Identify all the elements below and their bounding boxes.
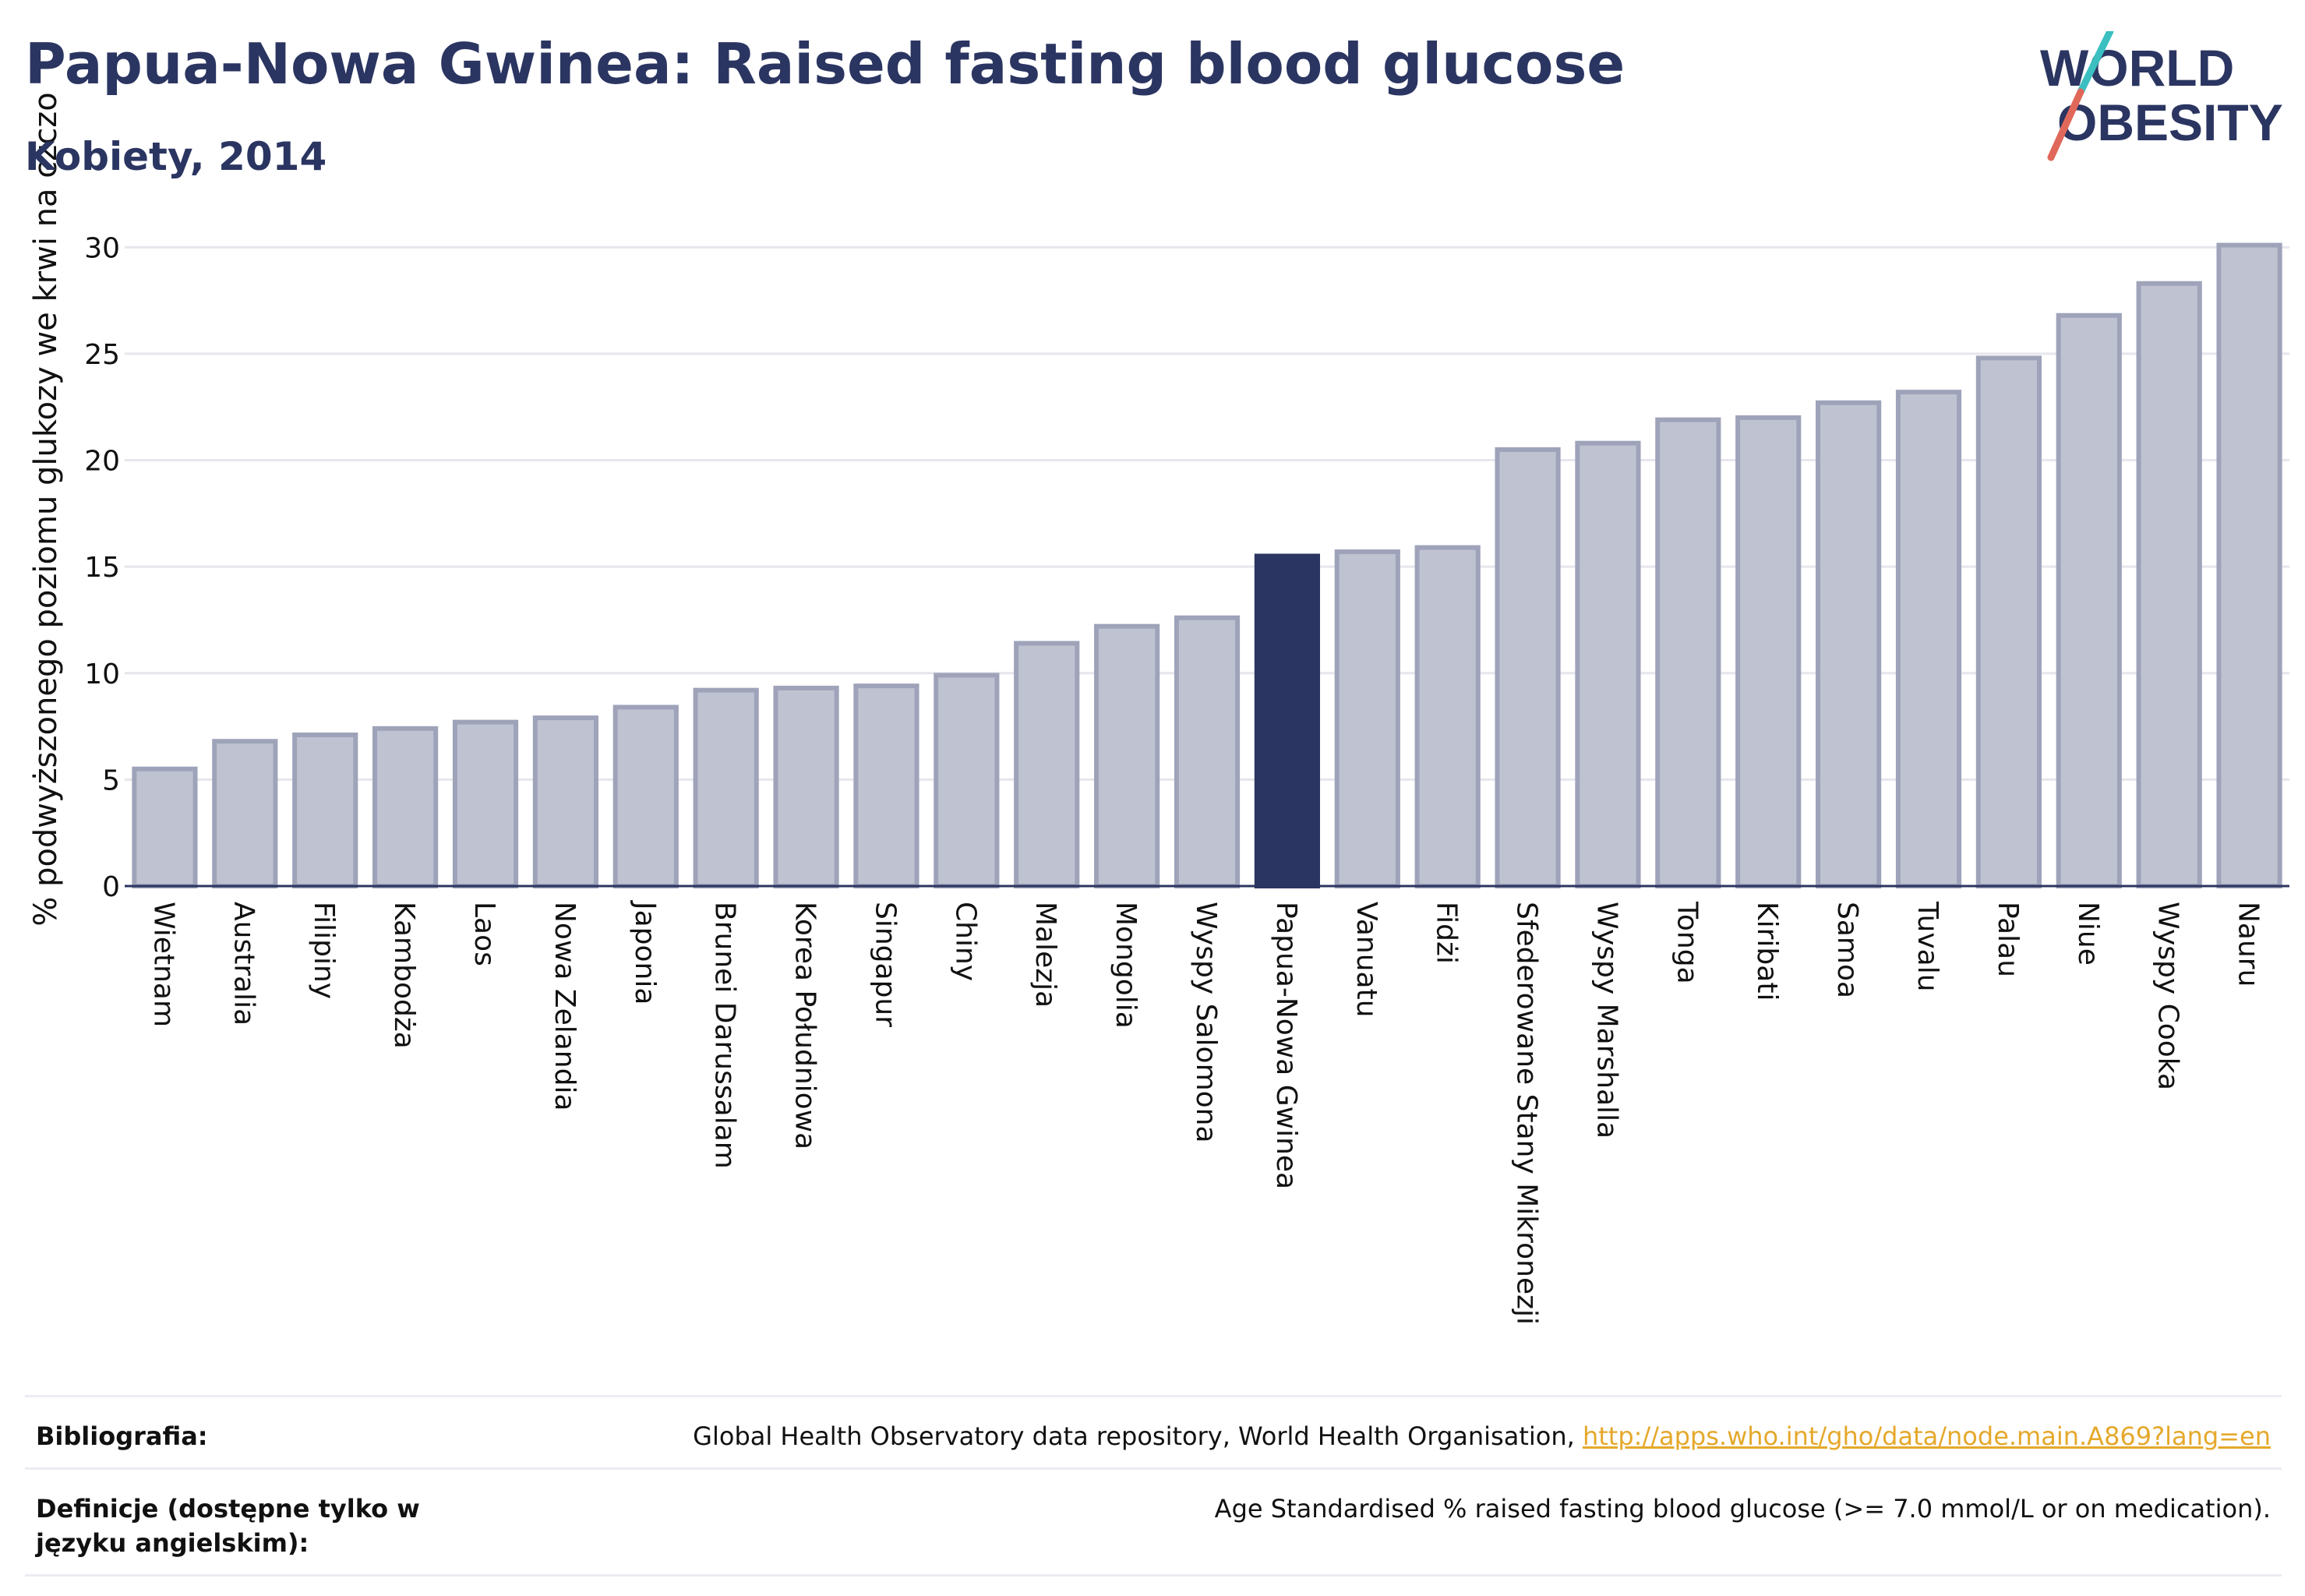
category-label: Nauru [2233,902,2264,987]
bar-australia [212,739,278,889]
bar-wyspy-salomona [1174,615,1241,888]
category-labels: Wietnam Australia Filipiny Kambodża Laos Nowa… [147,900,2264,1325]
definitions-text: Age Standardised % raised fasting blood … [1214,1494,2271,1524]
category-label: Wyspy Cooka [2152,902,2184,1090]
bar-sfederowane-stany-mikronezji [1495,447,1561,888]
bar-tonga [1655,417,1721,888]
category-label: Filipiny [308,902,340,999]
bar-wyspy-cooka [2136,281,2202,888]
y-tick-label: 30 [84,232,120,264]
bar-niue [2056,312,2122,889]
y-axis-title: % podwyższonego poziomu glukozy we krwi … [28,92,64,926]
bar-nauru [2216,242,2282,888]
bar-samoa [1816,400,1882,888]
category-label: Brunei Darussalam [709,902,741,1169]
category-label: Samoa [1831,902,1863,998]
y-tick-label: 25 [84,339,120,371]
category-label: Palau [1992,902,2024,977]
category-label: Fidżi [1431,902,1463,964]
y-tick-label: 0 [102,871,120,903]
category-label: Japonia [629,900,661,1005]
category-label: Kambodża [388,902,420,1049]
logo-slash-red [2047,88,2084,161]
bibliography-link[interactable]: http://apps.who.int/gho/data/node.main.A… [1582,1421,2271,1451]
category-label: Wietnam [147,902,179,1027]
bibliography-row: Bibliografia: Global Health Observatory … [25,1395,2282,1467]
category-label: Vanuatu [1350,902,1382,1018]
logo-word-obesity: OBESITY [2057,94,2283,151]
y-tick-labels: 0 5 10 15 20 25 30 [84,232,120,903]
category-label: Nowa Zelandia [549,902,581,1111]
bar-chiny [934,673,1000,889]
logo-word-world: WORLD [2040,39,2234,97]
category-label: Papua-Nowa Gwinea [1270,902,1302,1189]
definitions-label: Definicje (dostępne tylko w języku angie… [36,1494,420,1558]
bar-singapur [853,683,920,888]
bar-nowa-zelandia [532,715,598,888]
bar-laos [452,719,519,889]
world-obesity-logo: WORLD OBESITY [2040,31,2283,161]
category-label: Chiny [949,902,981,981]
category-label: Korea Południowa [789,902,821,1149]
category-label: Tuvalu [1911,901,1943,992]
y-tick-label: 10 [84,659,120,690]
bar-japonia [612,704,679,888]
category-label: Mongolia [1110,902,1142,1029]
logo-slash-teal [2077,31,2114,96]
bar-wyspy-marshalla [1575,440,1641,888]
bar-tuvalu [1895,390,1962,888]
y-tick-label: 5 [102,764,120,796]
bar-vanuatu [1334,549,1400,888]
bar-wietnam [132,766,198,889]
chart-subtitle: Kobiety, 2014 [25,134,327,179]
bar-korea-po-udniowa [773,685,839,889]
category-label: Niue [2072,902,2104,966]
bibliography-text: Global Health Observatory data repositor… [693,1421,1583,1451]
bar-palau [1975,355,2042,888]
definitions-row: Definicje (dostępne tylko w języku angie… [25,1467,2282,1577]
category-label: Tonga [1671,901,1703,984]
category-label: Sfederowane Stany Mikronezji [1511,902,1543,1325]
bar-filipiny [292,733,358,889]
bar-mongolia [1094,623,1160,888]
category-label: Wyspy Salomona [1190,902,1222,1143]
category-label: Singapur [869,902,901,1027]
bibliography-value: Global Health Observatory data repositor… [693,1419,2271,1453]
category-label: Kiribati [1751,902,1783,1001]
chart-title: Papua-Nowa Gwinea: Raised fasting blood … [25,31,1626,97]
y-tick-label: 20 [84,446,120,478]
bar-fid-i [1414,545,1481,889]
category-label: Malezja [1029,902,1061,1008]
category-label: Laos [468,902,500,966]
bibliography-label: Bibliografia: [36,1421,208,1451]
bar-kambod-a [372,726,439,889]
bar-kiribati [1735,415,1802,888]
bar-brunei-darussalam [693,687,759,888]
bar-malezja [1014,641,1080,888]
chart-footer: Bibliografia: Global Health Observatory … [25,1395,2282,1577]
bar-papua-nowa-gwinea [1254,553,1320,888]
category-label: Australia [228,902,259,1026]
bars [132,242,2282,889]
y-tick-label: 15 [84,552,120,584]
category-label: Wyspy Marshalla [1590,902,1622,1139]
